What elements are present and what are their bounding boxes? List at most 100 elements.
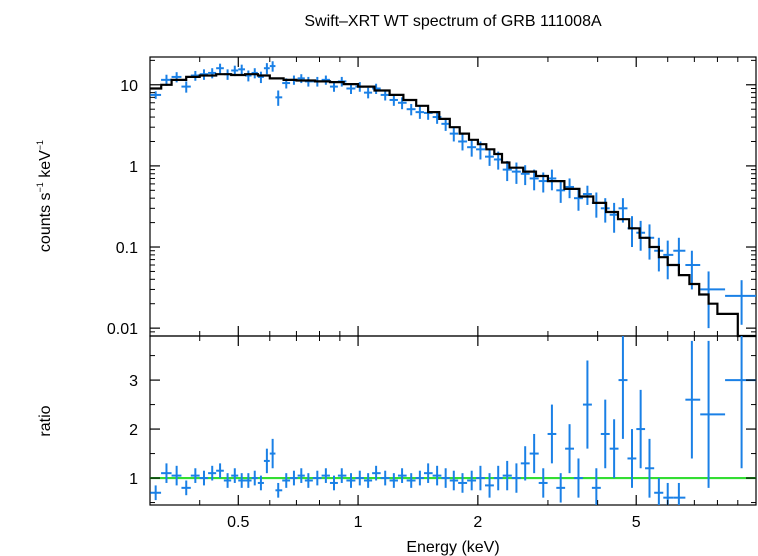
spectrum-point <box>297 74 305 84</box>
ratio-point <box>208 465 217 481</box>
spectrum-point <box>441 117 450 131</box>
spectrum-point <box>304 76 313 87</box>
x-tick-label: 2 <box>473 514 482 531</box>
ratio-point <box>190 468 200 483</box>
ratio-point <box>304 473 313 488</box>
ratio-point <box>636 389 646 469</box>
spectrum-point <box>484 149 494 166</box>
ratio-point <box>493 465 503 491</box>
ratio-point <box>199 470 209 486</box>
y-label-counts: counts s <box>37 192 54 252</box>
spectrum-y-axis-label: counts s−1 keV−1 <box>35 140 54 252</box>
spectrum-point <box>458 134 468 151</box>
ratio-point <box>565 424 575 474</box>
spectrum-frame <box>149 56 757 337</box>
ratio-point <box>257 475 264 491</box>
ratio-point <box>547 404 557 464</box>
spectrum-point <box>397 97 407 110</box>
ratio-point <box>312 470 322 486</box>
spectrum-point <box>380 90 390 101</box>
ratio-axis-ticks: 1 2 3 0.5 1 2 5 <box>129 336 756 531</box>
spectrum-point <box>208 68 217 79</box>
x-tick-label: 0.5 <box>227 514 249 531</box>
ratio-point <box>476 465 485 491</box>
ratio-y-axis-label: ratio <box>37 405 54 436</box>
spectrum-point <box>520 165 530 186</box>
spectrum-point <box>329 82 338 92</box>
spectrum-ytick-label: 0.1 <box>116 240 138 257</box>
ratio-point <box>282 473 291 488</box>
spectrum-point <box>150 91 162 99</box>
ratio-point <box>600 399 610 469</box>
spectrum-axis-ticks: 10 1 0.1 0.01 <box>107 57 756 338</box>
x-tick-label: 1 <box>354 514 363 531</box>
ratio-point <box>329 475 338 491</box>
ratio-point <box>520 446 530 481</box>
ratio-point <box>467 470 477 491</box>
spectrum-point <box>181 81 191 93</box>
ratio-point <box>424 463 433 483</box>
ratio-point <box>372 465 381 481</box>
ratio-point <box>406 473 416 488</box>
ratio-point <box>389 473 398 488</box>
x-axis-label: Energy (keV) <box>406 539 499 556</box>
ratio-point <box>355 470 364 486</box>
ratio-point <box>609 419 619 479</box>
ratio-point <box>397 468 407 483</box>
y-label-exp-1: −1 <box>35 182 45 192</box>
ratio-point <box>700 340 726 488</box>
ratio-ytick-label: 1 <box>129 471 138 488</box>
spectrum-point <box>582 185 592 205</box>
spectrum-point <box>529 169 539 191</box>
spectrum-point <box>346 83 356 94</box>
ratio-point <box>449 470 459 491</box>
spectrum-point <box>556 181 566 203</box>
ratio-point <box>645 438 655 498</box>
ratio-point <box>618 336 628 439</box>
spectrum-point <box>389 94 398 106</box>
spectrum-point <box>238 64 246 75</box>
spectrum-point <box>467 139 477 157</box>
ratio-point <box>441 468 450 488</box>
chart-title: Swift–XRT WT spectrum of GRB 111008A <box>304 13 602 30</box>
ratio-point <box>251 470 258 486</box>
ratio-point <box>346 473 356 488</box>
ratio-point <box>511 463 521 493</box>
spectrum-point <box>636 220 646 251</box>
ratio-point <box>223 473 232 488</box>
ratio-point <box>290 470 298 486</box>
ratio-point <box>161 463 172 483</box>
ratio-point <box>458 473 468 493</box>
ratio-point <box>627 429 637 488</box>
ratio-panel: 1 2 3 0.5 1 2 5 ratio <box>37 335 757 531</box>
ratio-ytick-label: 2 <box>129 422 138 439</box>
y-label-exp-2: −1 <box>35 140 45 150</box>
ratio-point <box>663 482 674 505</box>
spectrum-ytick-label: 10 <box>120 78 138 95</box>
ratio-point <box>529 433 539 474</box>
spectrum-point <box>216 63 224 74</box>
spectrum-point <box>406 103 416 116</box>
spectrum-point <box>547 169 557 191</box>
spectrum-point <box>415 106 425 119</box>
ratio-point <box>245 473 252 488</box>
ratio-point <box>484 473 494 498</box>
ratio-point <box>297 468 305 483</box>
ratio-point <box>231 468 239 483</box>
ratio-point <box>216 463 224 479</box>
spectrum-point <box>275 90 283 106</box>
spectrum-point <box>502 160 512 182</box>
ratio-point <box>415 470 425 486</box>
ratio-point <box>556 473 566 503</box>
spectrum-point <box>725 280 756 325</box>
spectrum-ytick-label: 0.01 <box>107 321 138 338</box>
ratio-data-series <box>150 336 756 505</box>
ratio-point <box>591 468 601 505</box>
ratio-frame <box>149 335 757 506</box>
spectrum-point <box>449 127 459 142</box>
ratio-point <box>538 468 548 498</box>
spectrum-point <box>257 71 264 84</box>
ratio-point <box>171 465 182 486</box>
